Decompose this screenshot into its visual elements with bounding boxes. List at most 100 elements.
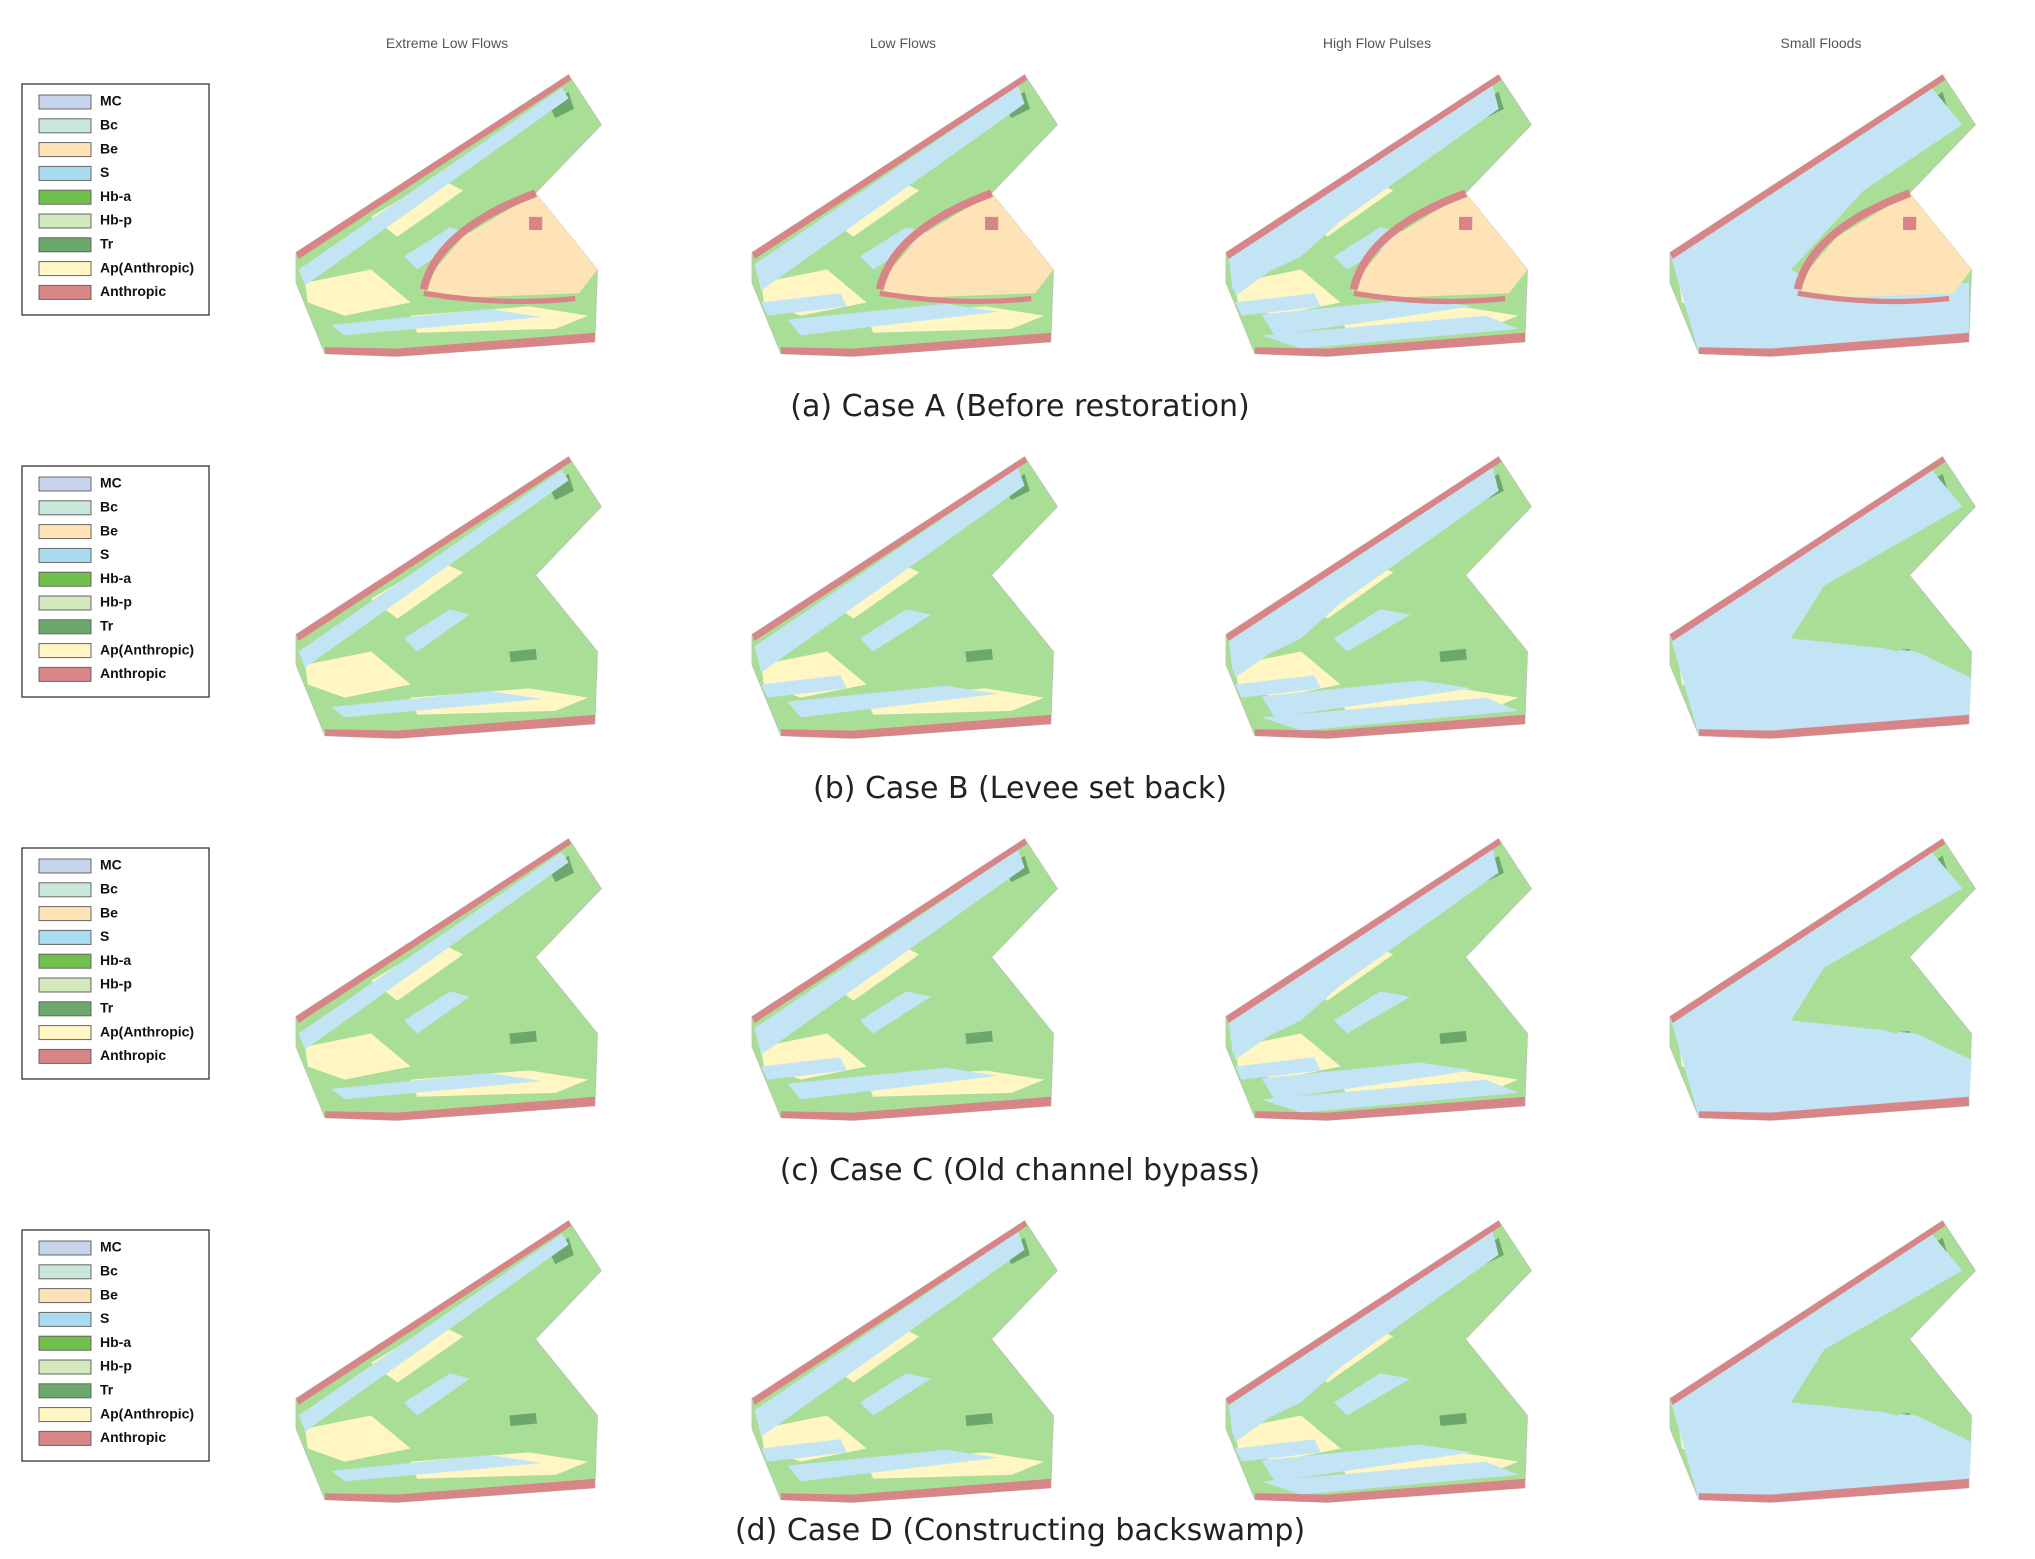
- water-channel: [754, 467, 1025, 673]
- column-title: Small Floods: [1781, 35, 1862, 51]
- levee: [1793, 189, 1912, 291]
- legend-label: S: [100, 928, 109, 944]
- water-channel: [754, 1231, 1025, 1437]
- legend-swatch: [38, 666, 92, 682]
- water-channel: [1235, 293, 1321, 316]
- legend-label: Hb-a: [100, 570, 131, 586]
- legend-swatch: [38, 1025, 92, 1041]
- legend-label: Be: [100, 1286, 118, 1302]
- water-channel: [1228, 533, 1420, 672]
- anthropic-strip: [780, 714, 1051, 739]
- water-channel: [859, 991, 932, 1034]
- legend-swatch: [38, 1335, 92, 1351]
- legend-label: Hb-a: [100, 952, 131, 968]
- map-panel: [1225, 1220, 1532, 1503]
- legend-swatch: [38, 500, 92, 516]
- row-caption: (c) Case C (Old channel bypass): [780, 1153, 1261, 1188]
- anthropic-block: [529, 216, 543, 231]
- anthropic-strip: [780, 1096, 1051, 1121]
- tr-patch: [509, 1030, 537, 1045]
- tr-patch: [1439, 1412, 1467, 1427]
- legend-swatch: [38, 94, 92, 110]
- anthropic-strip: [1225, 1220, 1502, 1406]
- anthropic-strip: [751, 456, 1028, 642]
- water-channel: [1261, 315, 1519, 349]
- water-flood: [1669, 849, 1972, 1121]
- legend: MC Bc Be S Hb-a Hb-p Tr Ap(Anthropic) Anthropic: [21, 1229, 210, 1462]
- legend-swatch: [38, 189, 92, 205]
- anthropic-strip: [751, 74, 1028, 260]
- anthropic-strip: [295, 74, 572, 260]
- water-channel: [1261, 1461, 1519, 1495]
- water-channel: [787, 685, 999, 718]
- water-channel: [787, 303, 999, 336]
- anthropic-strip: [780, 332, 1051, 357]
- be-zone: [877, 193, 1054, 299]
- levee: [419, 189, 538, 291]
- tr-patch: [965, 648, 993, 663]
- be-zone: [1795, 193, 1972, 299]
- levee: [1797, 290, 1950, 305]
- anthropic-strip: [1225, 74, 1502, 260]
- anthropic-strip: [1669, 456, 1946, 642]
- levee: [875, 189, 994, 291]
- row-caption: (a) Case A (Before restoration): [790, 389, 1249, 424]
- legend-label: S: [100, 1310, 109, 1326]
- map-panel: [1669, 1220, 1976, 1503]
- map-panel: [1225, 456, 1532, 739]
- legend: MC Bc Be S Hb-a Hb-p Tr Ap(Anthropic) Anthropic: [21, 83, 210, 316]
- ap-patch: [305, 269, 411, 316]
- legend-swatch: [38, 882, 92, 898]
- legend-label: S: [100, 546, 109, 562]
- water-channel: [1261, 1062, 1473, 1100]
- anthropic-block: [1903, 216, 1917, 231]
- water-channel: [1333, 991, 1411, 1034]
- water-channel: [331, 1073, 543, 1100]
- row-caption: (d) Case D (Constructing backswamp): [735, 1513, 1305, 1548]
- water-channel: [754, 85, 1025, 291]
- legend-label: Hb-p: [100, 594, 132, 610]
- legend-swatch: [38, 619, 92, 635]
- legend-label: Bc: [100, 499, 118, 515]
- water-channel: [331, 1455, 543, 1482]
- anthropic-block: [985, 216, 999, 231]
- tr-patch: [509, 648, 537, 663]
- anthropic-strip: [1254, 1096, 1525, 1121]
- legend-swatch: [38, 547, 92, 563]
- water-channel: [787, 1067, 999, 1100]
- legend-label: Ap(Anthropic): [100, 259, 194, 275]
- legend-label: Bc: [100, 881, 118, 897]
- water-channel: [298, 469, 569, 668]
- anthropic-strip: [780, 1478, 1051, 1503]
- water-flood: [1669, 467, 1972, 739]
- legend-swatch: [38, 858, 92, 874]
- legend-swatch: [38, 906, 92, 922]
- legend-label: Be: [100, 522, 118, 538]
- tr-patch: [1439, 1030, 1467, 1045]
- legend-label: Hb-p: [100, 1358, 132, 1374]
- legend-swatch: [38, 595, 92, 611]
- map-panel: [751, 838, 1058, 1121]
- water-channel: [403, 991, 470, 1034]
- legend-label: MC: [100, 1239, 122, 1255]
- ap-patch: [305, 1033, 411, 1080]
- levee: [423, 290, 576, 305]
- water-channel: [1333, 1373, 1411, 1416]
- water-channel: [761, 1057, 847, 1080]
- flood-island: [1850, 579, 1950, 652]
- water-channel: [787, 1449, 999, 1482]
- legend-swatch: [38, 1240, 92, 1256]
- water-channel: [331, 691, 543, 718]
- water-channel: [1261, 680, 1473, 718]
- column-title: High Flow Pulses: [1323, 35, 1431, 51]
- legend-label: MC: [100, 857, 122, 873]
- levee: [1353, 290, 1506, 305]
- map-panel: [1225, 838, 1532, 1121]
- water-channel: [1228, 915, 1420, 1054]
- legend-swatch: [38, 284, 92, 300]
- water-channel: [859, 609, 932, 652]
- water-channel: [1228, 1297, 1420, 1436]
- water-channel: [1261, 1079, 1519, 1113]
- water-channel: [1261, 1444, 1473, 1482]
- legend-swatch: [38, 118, 92, 134]
